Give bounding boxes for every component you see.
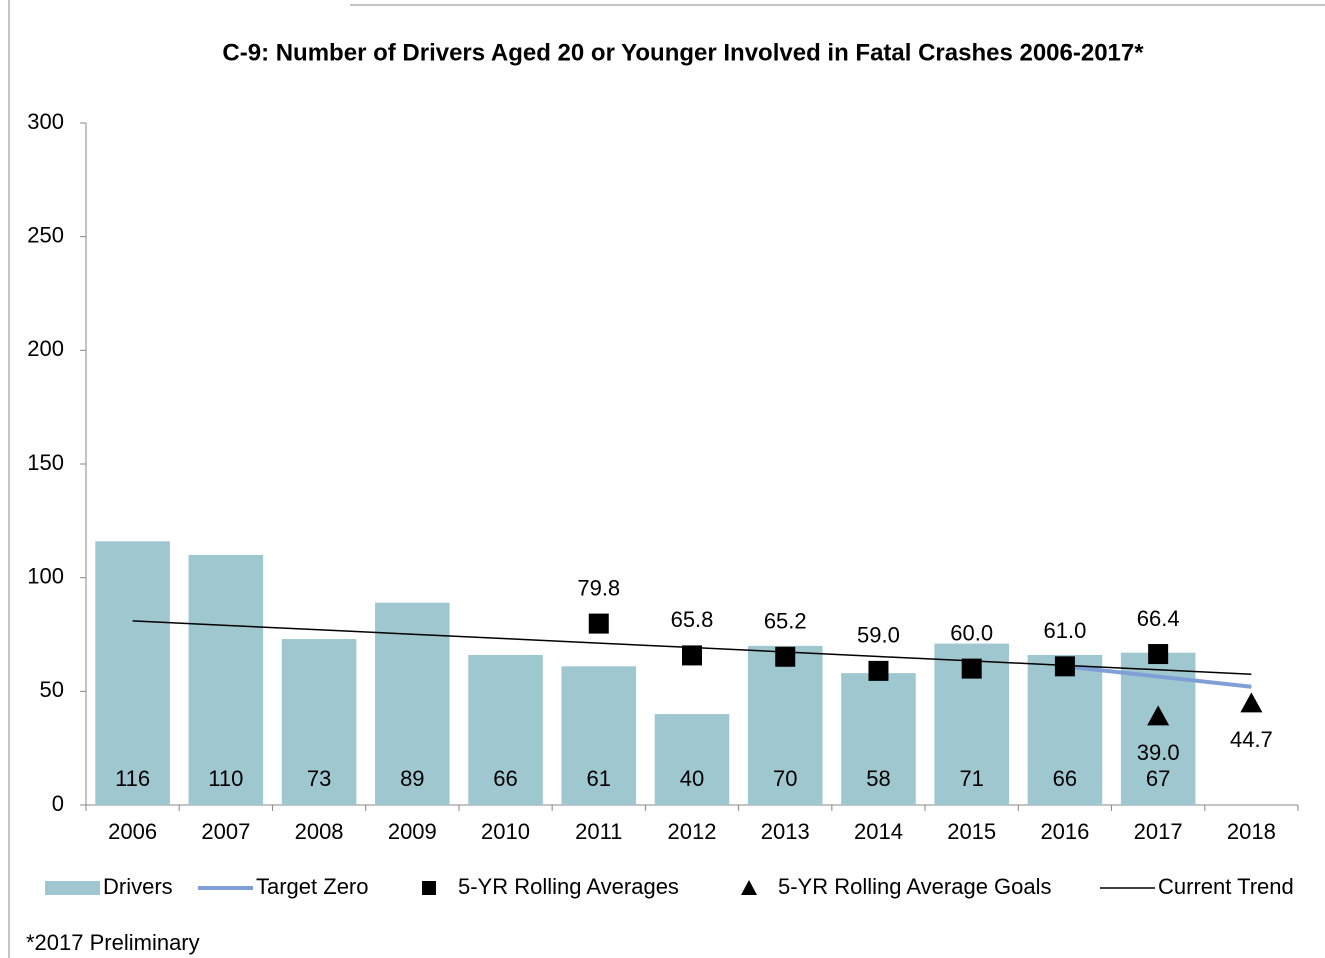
- data-label: 116: [115, 766, 150, 791]
- x-tick-label: 2007: [201, 819, 250, 844]
- data-label: 89: [400, 766, 424, 791]
- data-label: 67: [1146, 766, 1170, 791]
- marker: [868, 660, 889, 681]
- footnote: *2017 Preliminary: [26, 930, 200, 955]
- x-tick-label: 2010: [481, 819, 530, 844]
- data-label: 44.7: [1230, 727, 1273, 752]
- bar: [95, 541, 170, 805]
- chart-title: C-9: Number of Drivers Aged 20 or Younge…: [222, 39, 1144, 66]
- data-label: 73: [307, 766, 331, 791]
- legend-swatch: [741, 880, 757, 895]
- x-tick-label: 2008: [295, 819, 344, 844]
- legend-label: Drivers: [103, 874, 173, 899]
- x-tick-label: 2013: [761, 819, 810, 844]
- x-tick-label: 2016: [1040, 819, 1089, 844]
- legend-label: 5-YR Rolling Average Goals: [778, 874, 1052, 899]
- data-label: 110: [208, 766, 243, 791]
- bar: [561, 666, 637, 805]
- x-tick-label: 2011: [575, 819, 622, 844]
- y-tick-label: 100: [27, 563, 64, 588]
- data-label: 66.4: [1137, 606, 1180, 631]
- data-label: 65.2: [764, 609, 807, 634]
- x-tick-label: 2014: [854, 819, 903, 844]
- x-tick-label: 2017: [1134, 819, 1183, 844]
- data-label: 71: [959, 766, 983, 791]
- y-tick-label: 250: [27, 222, 64, 247]
- marker: [1147, 705, 1170, 726]
- y-tick-label: 200: [27, 336, 64, 361]
- y-tick-label: 150: [27, 450, 64, 475]
- line: [1064, 664, 1252, 689]
- data-label: 66: [1053, 766, 1077, 791]
- bar: [654, 714, 730, 805]
- legend-label: Current Trend: [1158, 874, 1294, 899]
- marker: [961, 658, 982, 679]
- y-tick-label: 50: [40, 677, 64, 702]
- marker: [775, 646, 796, 667]
- data-label: 61.0: [1044, 618, 1087, 643]
- bar: [747, 645, 823, 805]
- marker: [1148, 644, 1169, 665]
- data-label: 59.0: [857, 623, 900, 648]
- bar: [188, 554, 264, 805]
- y-tick-label: 0: [52, 791, 64, 816]
- data-label: 70: [773, 766, 797, 791]
- bar: [375, 602, 450, 805]
- bar: [1027, 654, 1103, 805]
- data-label: 65.8: [671, 607, 714, 632]
- marker: [588, 613, 609, 634]
- data-label: 60.0: [950, 620, 993, 645]
- legend-label: 5-YR Rolling Averages: [458, 874, 679, 899]
- x-tick-label: 2018: [1227, 819, 1276, 844]
- x-tick-label: 2006: [108, 819, 157, 844]
- bar: [841, 673, 916, 805]
- legend-label: Target Zero: [256, 874, 369, 899]
- data-label: 40: [680, 766, 704, 791]
- legend-swatch: [422, 881, 436, 895]
- x-tick-label: 2012: [668, 819, 717, 844]
- marker: [1054, 656, 1075, 677]
- x-tick-label: 2009: [388, 819, 437, 844]
- data-label: 66: [493, 766, 517, 791]
- x-tick-label: 2015: [947, 819, 996, 844]
- bar: [468, 654, 543, 805]
- marker: [1240, 692, 1263, 713]
- data-label: 79.8: [577, 575, 620, 600]
- data-label: 61: [587, 766, 611, 791]
- line: [132, 620, 1252, 676]
- data-label: 58: [866, 766, 890, 791]
- marker: [682, 645, 702, 666]
- data-label: 39.0: [1137, 740, 1180, 765]
- bar: [281, 639, 357, 805]
- legend-swatch: [45, 881, 100, 895]
- y-tick-label: 300: [27, 109, 64, 134]
